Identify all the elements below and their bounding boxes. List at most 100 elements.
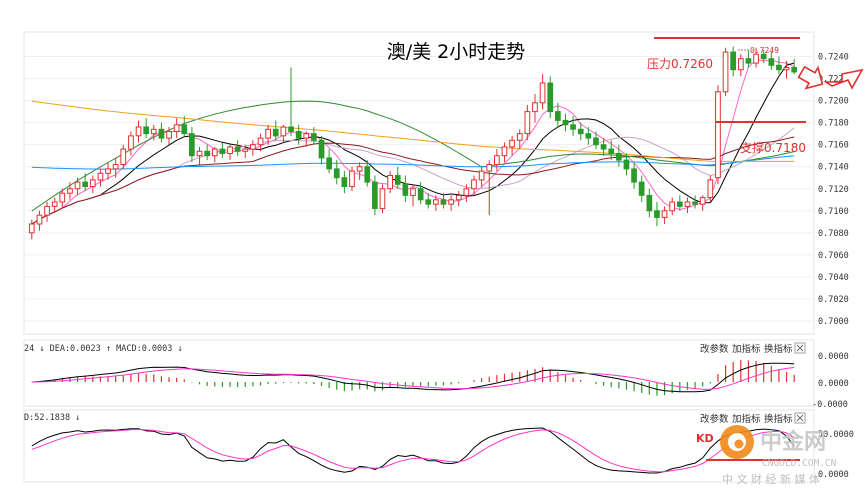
candle-body <box>402 183 409 196</box>
candle-body <box>501 146 508 157</box>
macd-dea-line <box>31 367 795 390</box>
candle-body <box>593 137 599 146</box>
price-tick-label: 0.7200 <box>818 97 849 107</box>
candle-body <box>738 58 744 71</box>
candle-body <box>448 199 454 205</box>
candle-body <box>257 137 264 146</box>
candle-body <box>51 201 58 207</box>
candle-body <box>333 168 340 179</box>
candle-body <box>616 153 622 161</box>
candle-body <box>539 82 546 104</box>
candle-body <box>791 67 797 73</box>
candle-body <box>128 135 134 150</box>
candle-body <box>516 133 523 141</box>
candle-body <box>349 170 355 188</box>
candle-body <box>707 179 714 198</box>
macd-lines <box>31 362 795 393</box>
candle-body <box>272 128 279 137</box>
candle-body <box>585 133 592 139</box>
candle-body <box>74 181 81 190</box>
macd-tick-1: 0.0000 <box>818 352 849 362</box>
price-tick-label: 0.7060 <box>818 251 849 261</box>
kdj-k-line <box>31 427 795 474</box>
candle-body <box>219 148 226 155</box>
candle-body <box>555 111 561 121</box>
candle-body <box>36 214 43 225</box>
candle-body <box>562 119 569 126</box>
macd-add-indicator-button[interactable]: 加指标 <box>732 343 761 355</box>
candle-body <box>158 128 165 139</box>
watermark-logo-core <box>734 439 744 449</box>
macd-header: 24 ↓ DEA:0.0023 ↑ MACD:0.0003 ↓ <box>24 344 183 354</box>
candle-body <box>288 126 294 132</box>
candle-body <box>760 53 767 60</box>
up-arrow-icon <box>823 68 864 90</box>
macd-tick-3: -0.0000 <box>812 400 848 410</box>
candle-body <box>776 64 782 71</box>
macd-switch-indicator-button[interactable]: 换指标 <box>764 343 793 355</box>
candle-body <box>303 133 310 139</box>
candle-body <box>211 148 218 157</box>
macd-edit-params-button[interactable]: 改参数 <box>700 343 729 355</box>
candle-body <box>455 194 462 201</box>
candle-body <box>341 177 348 187</box>
kdj-panel-frame <box>23 409 815 483</box>
kdj-header: D:52.1838 ↓ <box>24 413 80 423</box>
candle-body <box>318 139 325 159</box>
kdj-lines <box>31 427 795 474</box>
price-tick-label: 0.7100 <box>818 207 849 217</box>
candle-body <box>745 58 752 64</box>
candle-body <box>105 168 111 174</box>
peak-label: 0.7249 <box>750 46 779 55</box>
candle-body <box>387 175 393 190</box>
watermark-tagline: 中 文 财 经 新 媒 体 <box>722 472 820 486</box>
candle-body <box>478 170 485 181</box>
price-tick-label: 0.7120 <box>818 185 849 195</box>
candle-body <box>28 223 35 234</box>
candle-body <box>730 51 736 71</box>
candle-body <box>631 168 637 183</box>
candle-body <box>364 166 371 183</box>
candle-body <box>608 148 615 155</box>
candle-body <box>394 175 401 185</box>
kdj-add-indicator-button[interactable]: 加指标 <box>732 413 761 425</box>
candle-body <box>410 188 416 196</box>
candle-body <box>646 194 653 212</box>
candle-body <box>570 124 576 130</box>
candle-body <box>471 179 477 190</box>
candle-body <box>638 181 645 196</box>
candle-body <box>600 144 607 150</box>
candle-body <box>783 67 790 71</box>
close-icon <box>796 414 804 422</box>
kdj-switch-indicator-button[interactable]: 换指标 <box>764 413 793 425</box>
candle-body <box>250 144 256 150</box>
candle-body <box>265 128 271 139</box>
candle-body <box>417 188 424 201</box>
candle-body <box>67 188 73 194</box>
candle-body <box>715 91 721 179</box>
candle-body <box>524 111 531 135</box>
macd-panel-frame <box>23 339 815 407</box>
candle-body <box>181 124 188 135</box>
candle-body <box>204 150 211 157</box>
candle-body <box>669 201 675 212</box>
candle-body <box>227 146 233 154</box>
candle-body <box>89 179 96 187</box>
candle-body <box>242 148 249 152</box>
support-label: 支撑0.7180 <box>740 140 806 155</box>
price-tick-label: 0.7040 <box>818 273 849 283</box>
main-panel-frame <box>23 31 815 335</box>
resistance-label: 压力0.7260 <box>647 57 713 71</box>
candle-body <box>494 155 500 165</box>
candle-body <box>326 157 332 170</box>
price-tick-label: 0.7220 <box>818 75 849 85</box>
candle-body <box>59 192 66 203</box>
candle-body <box>532 102 538 113</box>
kdj-tick-2: 0.0000 <box>818 470 849 480</box>
kdj-edit-params-button[interactable]: 改参数 <box>700 413 729 425</box>
candle-body <box>295 131 302 139</box>
close-icon <box>796 344 804 352</box>
candle-body <box>547 82 554 113</box>
candle-body <box>677 201 683 207</box>
candle-body <box>722 51 729 93</box>
